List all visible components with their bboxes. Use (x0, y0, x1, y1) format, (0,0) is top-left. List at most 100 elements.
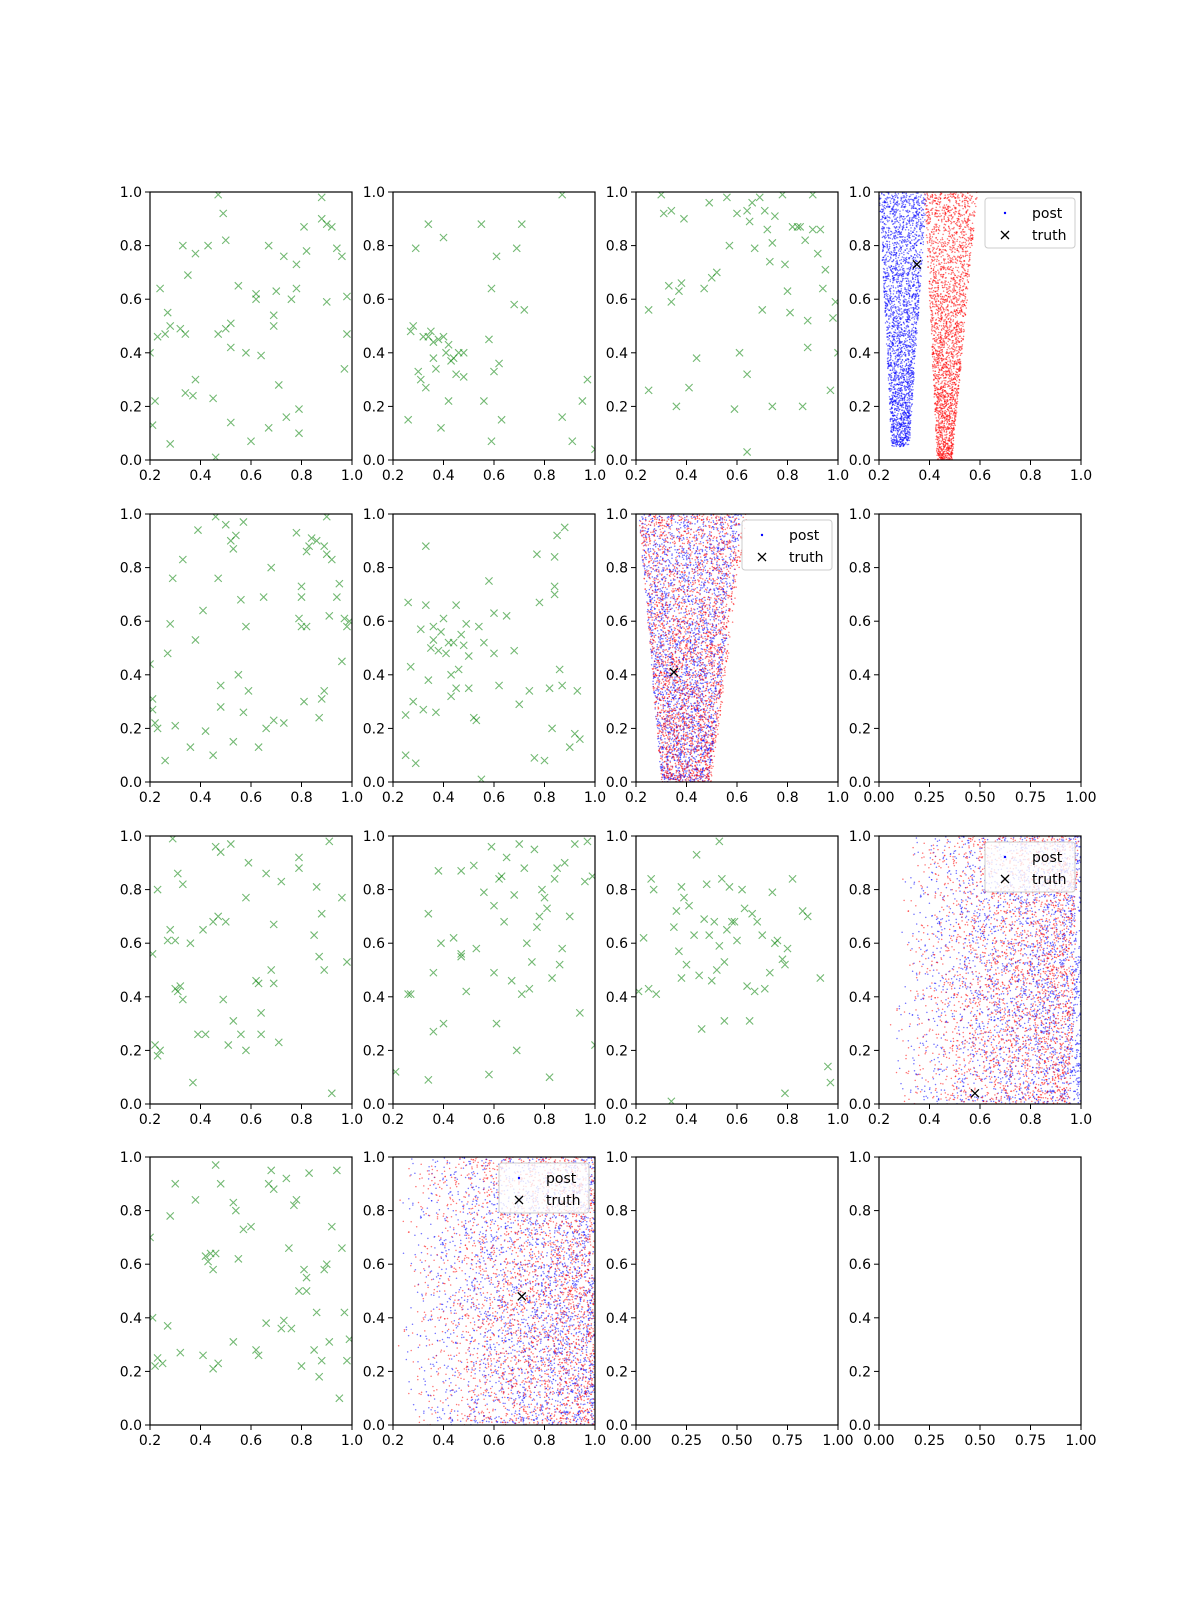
posterior-point (905, 280, 908, 282)
posterior-point (913, 273, 916, 276)
posterior-point (916, 202, 918, 204)
scatter-point (700, 284, 709, 293)
posterior-point (940, 275, 942, 278)
scatter-point (743, 206, 752, 215)
posterior-point (931, 196, 934, 199)
posterior-point (893, 225, 896, 228)
posterior-point (961, 280, 964, 282)
scatter-point (748, 198, 757, 207)
posterior-point (919, 289, 921, 291)
posterior-point (956, 393, 958, 395)
posterior-point (911, 396, 913, 399)
posterior-point (891, 274, 894, 277)
posterior-point (972, 227, 975, 230)
posterior-point (890, 440, 893, 442)
posterior-point (881, 258, 884, 261)
posterior-point (909, 334, 911, 337)
posterior-point (879, 210, 882, 213)
posterior-point (907, 346, 909, 348)
posterior-point (883, 199, 886, 202)
posterior-point (944, 448, 947, 451)
posterior-point (960, 330, 963, 332)
posterior-point (907, 438, 909, 440)
posterior-point (970, 237, 973, 240)
posterior-point (904, 334, 907, 337)
posterior-point (929, 237, 932, 240)
posterior-point (906, 318, 909, 320)
scatter-point (322, 297, 331, 306)
posterior-point (934, 295, 937, 297)
posterior-point (946, 238, 949, 240)
posterior-point (908, 376, 910, 378)
posterior-point (924, 202, 926, 205)
posterior-point (969, 232, 972, 234)
posterior-point (887, 379, 890, 381)
posterior-point (957, 215, 960, 218)
posterior-point (904, 353, 907, 356)
posterior-point (943, 424, 945, 427)
posterior-point (947, 303, 949, 306)
posterior-point (892, 367, 894, 369)
posterior-point (891, 397, 894, 399)
posterior-point (967, 265, 969, 268)
posterior-point (898, 417, 901, 420)
posterior-point (967, 243, 970, 246)
posterior-point (925, 200, 928, 202)
posterior-point (893, 246, 896, 249)
posterior-point (892, 276, 895, 279)
posterior-point (953, 387, 956, 390)
posterior-point (904, 205, 907, 208)
posterior-point (973, 210, 975, 213)
posterior-point (913, 352, 915, 354)
posterior-point (891, 388, 893, 390)
posterior-point (900, 348, 902, 350)
scatter-point (150, 348, 154, 357)
posterior-point (949, 201, 951, 203)
posterior-point (953, 295, 956, 297)
posterior-point (911, 385, 914, 388)
posterior-point (907, 368, 910, 371)
posterior-point (952, 428, 954, 431)
posterior-point (909, 287, 912, 290)
posterior-point (889, 252, 891, 255)
posterior-point (908, 378, 911, 380)
scatter-point (264, 423, 273, 432)
posterior-point (933, 347, 936, 349)
posterior-point (891, 438, 894, 441)
scatter-point (191, 249, 200, 258)
posterior-point (950, 246, 952, 249)
posterior-point (907, 361, 910, 363)
posterior-point (885, 202, 887, 204)
posterior-point (895, 370, 898, 372)
posterior-point (900, 283, 903, 285)
posterior-point (925, 208, 928, 210)
posterior-point (954, 212, 956, 214)
posterior-point (947, 360, 949, 362)
posterior-point (903, 398, 905, 400)
posterior-point (911, 382, 913, 384)
posterior-point (902, 209, 904, 211)
posterior-point (906, 428, 908, 430)
posterior-point (914, 339, 916, 341)
posterior-point (947, 363, 949, 366)
posterior-point (902, 267, 904, 270)
posterior-point (890, 400, 893, 403)
posterior-point (888, 265, 890, 268)
posterior-point (941, 284, 944, 287)
posterior-point (954, 373, 957, 376)
posterior-point (895, 255, 897, 258)
posterior-point (899, 441, 902, 443)
posterior-point (949, 372, 952, 375)
posterior-point (909, 429, 911, 431)
posterior-point (896, 312, 899, 315)
scatter-point (578, 397, 587, 406)
posterior-point (932, 291, 934, 294)
posterior-point (883, 226, 885, 229)
posterior-point (958, 209, 961, 211)
posterior-point (892, 260, 894, 263)
posterior-point (947, 290, 949, 292)
posterior-point (961, 273, 963, 275)
posterior-point (930, 320, 932, 322)
posterior-point (943, 423, 945, 425)
posterior-point (913, 318, 916, 320)
